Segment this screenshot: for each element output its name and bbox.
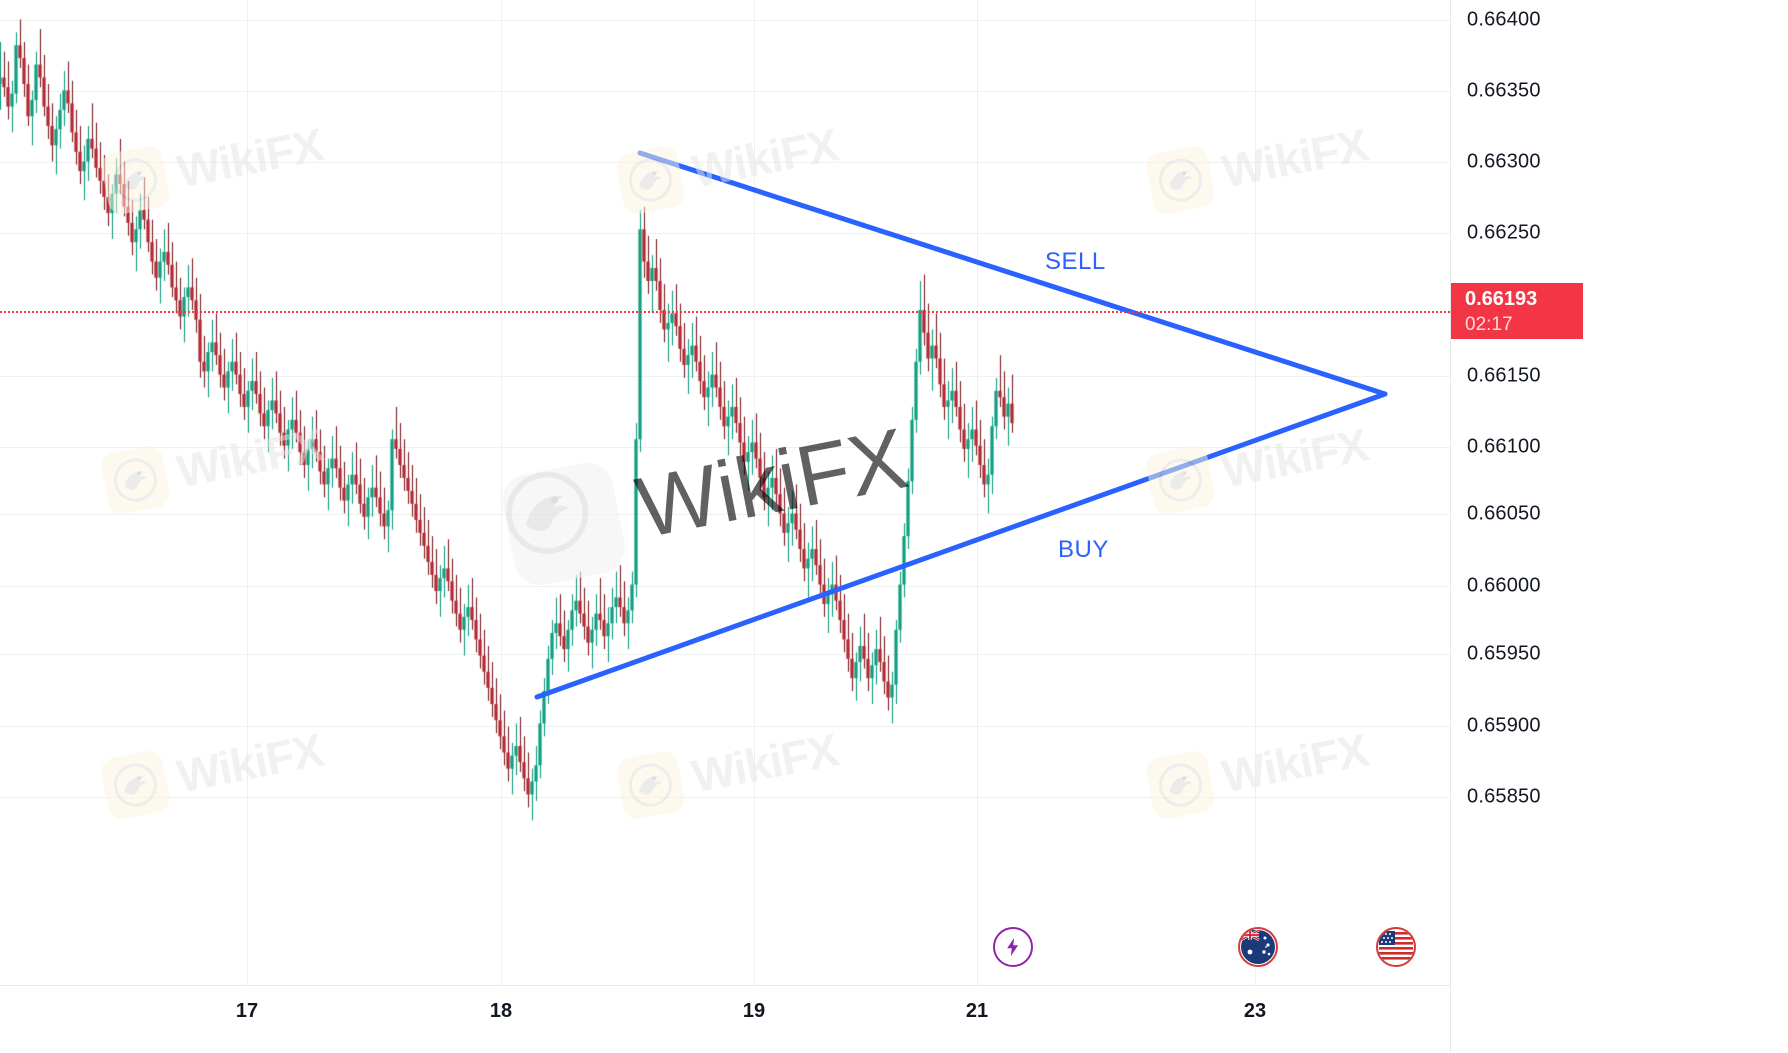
price-tick-label: 0.66350 [1467,79,1541,102]
australia-news-marker[interactable] [1238,927,1278,967]
time-tick-label: 23 [1243,1000,1267,1022]
price-tick-label: 0.66300 [1467,150,1541,173]
time-tick-label: 17 [235,1000,259,1022]
price-tick-label: 0.66000 [1467,574,1541,597]
resistance-trendline[interactable] [637,150,1388,397]
volatility-event-marker[interactable] [993,927,1033,967]
trendline-drawings[interactable] [0,0,1450,1052]
time-tick-label: 18 [489,1000,513,1022]
price-tick-label: 0.66150 [1467,364,1541,387]
price-tick-label: 0.65850 [1467,785,1541,808]
australia-flag-icon [1241,930,1275,964]
last-price-value: 0.66193 [1465,287,1538,310]
economic-event-markers [993,927,1416,967]
price-tick-label: 0.65950 [1467,642,1541,665]
bar-countdown-timer: 02:17 [1465,313,1513,335]
time-scale[interactable]: 17 18 19 21 23 [0,985,1450,1053]
support-trendline[interactable] [534,391,1388,700]
price-tick-label: 0.66250 [1467,221,1541,244]
last-price-badge[interactable]: 0.66193 02:17 [1451,283,1583,339]
last-price-line [0,311,1450,313]
price-tick-label: 0.66100 [1467,435,1541,458]
price-tick-label: 0.66400 [1467,8,1541,31]
united-states-flag-icon [1379,930,1413,964]
price-tick-label: 0.65900 [1467,714,1541,737]
buy-trendline-label: BUY [1058,536,1109,563]
chart-plot-area[interactable]: SELL BUY [0,0,1450,1052]
lightning-bolt-icon [1002,936,1024,958]
time-tick-label: 19 [742,1000,766,1022]
sell-trendline-label: SELL [1045,248,1106,275]
united-states-news-marker[interactable] [1376,927,1416,967]
price-tick-label: 0.66050 [1467,502,1541,525]
price-scale[interactable]: 0.66193 02:17 0.66400 0.66350 0.66300 0.662… [1450,0,1788,1052]
time-tick-label: 21 [965,1000,989,1022]
